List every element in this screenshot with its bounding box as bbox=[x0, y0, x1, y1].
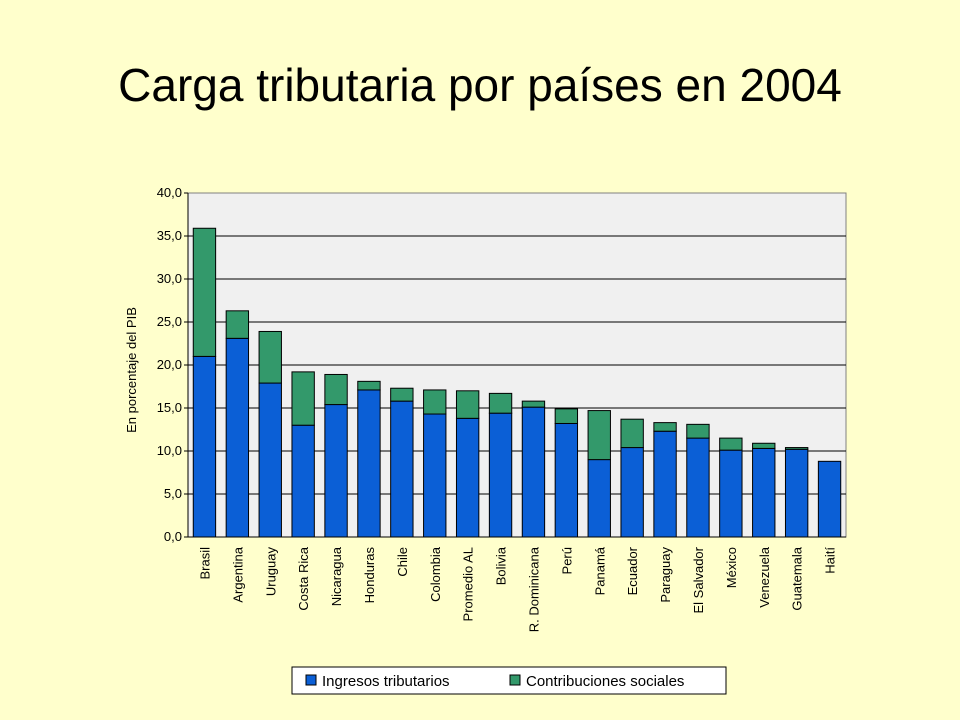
y-tick-label: 40,0 bbox=[157, 185, 182, 200]
legend-label-ingresos: Ingresos tributarios bbox=[322, 673, 450, 690]
y-tick-label: 0,0 bbox=[164, 529, 182, 544]
bar-contribuciones-sociales bbox=[455, 390, 480, 419]
bar-contribuciones-sociales bbox=[620, 418, 644, 449]
bar-ingresos-tributarios bbox=[357, 389, 381, 538]
bar-ingresos-tributarios bbox=[521, 406, 546, 538]
category-label: Promedio AL bbox=[461, 547, 476, 621]
category-label: México bbox=[724, 547, 739, 588]
bar-ingresos-tributarios bbox=[554, 422, 579, 538]
bar-contribuciones-sociales bbox=[521, 400, 546, 408]
bar-ingresos-tributarios bbox=[192, 355, 217, 538]
bar-contribuciones-sociales bbox=[291, 371, 315, 426]
bar-contribuciones-sociales bbox=[488, 392, 513, 414]
bar-contribuciones-sociales bbox=[357, 380, 381, 391]
y-tick-label: 10,0 bbox=[157, 443, 182, 458]
y-tick-label: 35,0 bbox=[157, 228, 182, 243]
category-label: Guatemala bbox=[790, 546, 805, 610]
bar-ingresos-tributarios bbox=[258, 382, 282, 538]
bar-contribuciones-sociales bbox=[686, 423, 710, 439]
bar-contribuciones-sociales bbox=[653, 422, 677, 432]
bar-contribuciones-sociales bbox=[258, 330, 282, 384]
bar-contribuciones-sociales bbox=[587, 410, 611, 461]
bar-ingresos-tributarios bbox=[653, 430, 677, 538]
bar-contribuciones-sociales bbox=[784, 447, 809, 450]
category-label: Perú bbox=[559, 547, 574, 574]
category-label: Venezuela bbox=[757, 546, 772, 607]
category-label: Honduras bbox=[362, 547, 377, 604]
category-label: El Salvador bbox=[691, 546, 706, 613]
legend-box bbox=[291, 666, 727, 695]
bar-contribuciones-sociales bbox=[324, 373, 348, 406]
bar-ingresos-tributarios bbox=[455, 417, 480, 538]
bar-ingresos-tributarios bbox=[488, 412, 513, 538]
category-label: Argentina bbox=[230, 546, 245, 602]
category-label: Chile bbox=[395, 547, 410, 577]
bar-ingresos-tributarios bbox=[225, 337, 250, 538]
bar-ingresos-tributarios bbox=[817, 460, 842, 538]
category-label: Panamá bbox=[592, 546, 607, 595]
bar-ingresos-tributarios bbox=[291, 424, 315, 538]
y-tick-label: 15,0 bbox=[157, 400, 182, 415]
bar-contribuciones-sociales bbox=[390, 387, 414, 402]
bar-ingresos-tributarios bbox=[587, 459, 611, 538]
category-label: Ecuador bbox=[625, 546, 640, 595]
y-tick-label: 25,0 bbox=[157, 314, 182, 329]
bar-ingresos-tributarios bbox=[390, 400, 414, 538]
category-label: Bolivia bbox=[494, 546, 509, 585]
bar-contribuciones-sociales bbox=[192, 227, 217, 357]
y-tick-label: 20,0 bbox=[157, 357, 182, 372]
legend-swatch-contribuciones bbox=[509, 674, 521, 686]
y-axis-title: En porcentaje del PIB bbox=[124, 307, 139, 433]
category-label: Paraguay bbox=[658, 547, 673, 603]
bar-ingresos-tributarios bbox=[686, 437, 710, 538]
y-tick-label: 5,0 bbox=[164, 486, 182, 501]
bar-ingresos-tributarios bbox=[620, 447, 644, 538]
category-label: Brasil bbox=[197, 547, 212, 580]
legend-swatch-ingresos bbox=[305, 674, 317, 686]
bar-ingresos-tributarios bbox=[719, 449, 743, 538]
y-tick-label: 30,0 bbox=[157, 271, 182, 286]
bar-contribuciones-sociales bbox=[423, 389, 447, 415]
category-label: Costa Rica bbox=[296, 546, 311, 610]
bar-ingresos-tributarios bbox=[752, 447, 776, 538]
page-title: Carga tributaria por países en 2004 bbox=[118, 59, 842, 111]
category-label: R. Dominicana bbox=[526, 546, 541, 632]
bar-contribuciones-sociales bbox=[719, 437, 743, 451]
category-label: Colombia bbox=[428, 546, 443, 602]
legend-label-contribuciones: Contribuciones sociales bbox=[526, 673, 684, 690]
bar-contribuciones-sociales bbox=[554, 408, 579, 424]
bar-ingresos-tributarios bbox=[324, 404, 348, 538]
category-label: Haití bbox=[823, 547, 838, 574]
category-label: Nicaragua bbox=[329, 546, 344, 606]
bar-contribuciones-sociales bbox=[752, 442, 776, 449]
category-label: Uruguay bbox=[263, 547, 278, 597]
bar-ingresos-tributarios bbox=[784, 448, 809, 538]
bar-contribuciones-sociales bbox=[225, 310, 250, 339]
bar-ingresos-tributarios bbox=[423, 413, 447, 538]
